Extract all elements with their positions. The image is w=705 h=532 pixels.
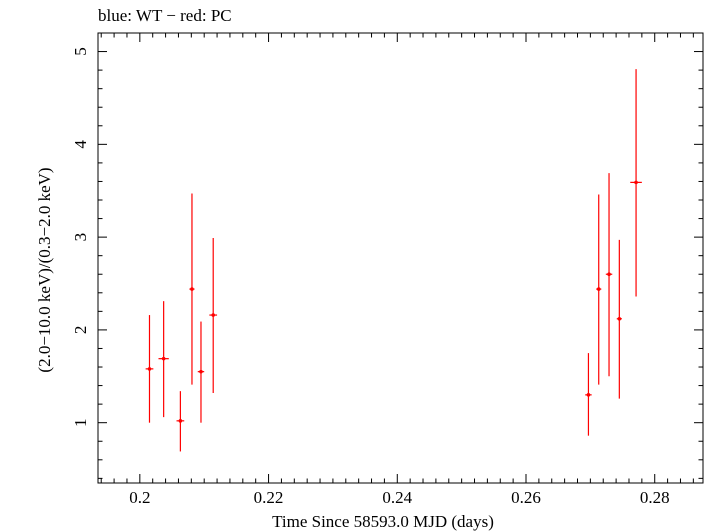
point-marker — [586, 393, 591, 397]
x-tick-label: 0.22 — [254, 488, 284, 507]
point-marker — [199, 369, 203, 374]
point-marker — [634, 180, 638, 185]
y-tick-label: 3 — [71, 233, 90, 242]
x-axis-label: Time Since 58593.0 MJD (days) — [272, 512, 494, 531]
point-marker — [178, 419, 183, 423]
data-point — [158, 301, 169, 418]
y-tick-label: 5 — [71, 47, 90, 56]
plot-frame — [97, 32, 704, 484]
series-pc — [145, 69, 642, 452]
data-point — [616, 239, 622, 399]
point-marker — [190, 287, 194, 291]
point-marker — [211, 313, 216, 317]
data-point — [189, 193, 195, 385]
point-marker — [607, 272, 611, 277]
data-point — [596, 194, 602, 385]
data-point — [176, 391, 185, 452]
data-point — [209, 238, 218, 393]
data-point — [630, 69, 642, 297]
x-tick-label: 0.2 — [129, 488, 150, 507]
y-tick-label: 1 — [71, 418, 90, 427]
data-point — [197, 321, 205, 423]
y-tick-label: 4 — [71, 140, 90, 149]
chart-title: blue: WT − red: PC — [98, 6, 232, 25]
data-point — [605, 173, 613, 377]
x-tick-label: 0.26 — [511, 488, 541, 507]
x-tick-label: 0.24 — [382, 488, 412, 507]
y-axis-label: (2.0−10.0 keV)/(0.3−2.0 keV) — [35, 167, 54, 372]
point-marker — [147, 367, 152, 371]
point-marker — [617, 316, 622, 321]
point-marker — [161, 356, 166, 361]
y-tick-label: 2 — [71, 326, 90, 335]
data-point — [585, 353, 592, 436]
point-marker — [596, 287, 601, 291]
x-tick-label: 0.28 — [640, 488, 670, 507]
data-point — [145, 315, 154, 423]
